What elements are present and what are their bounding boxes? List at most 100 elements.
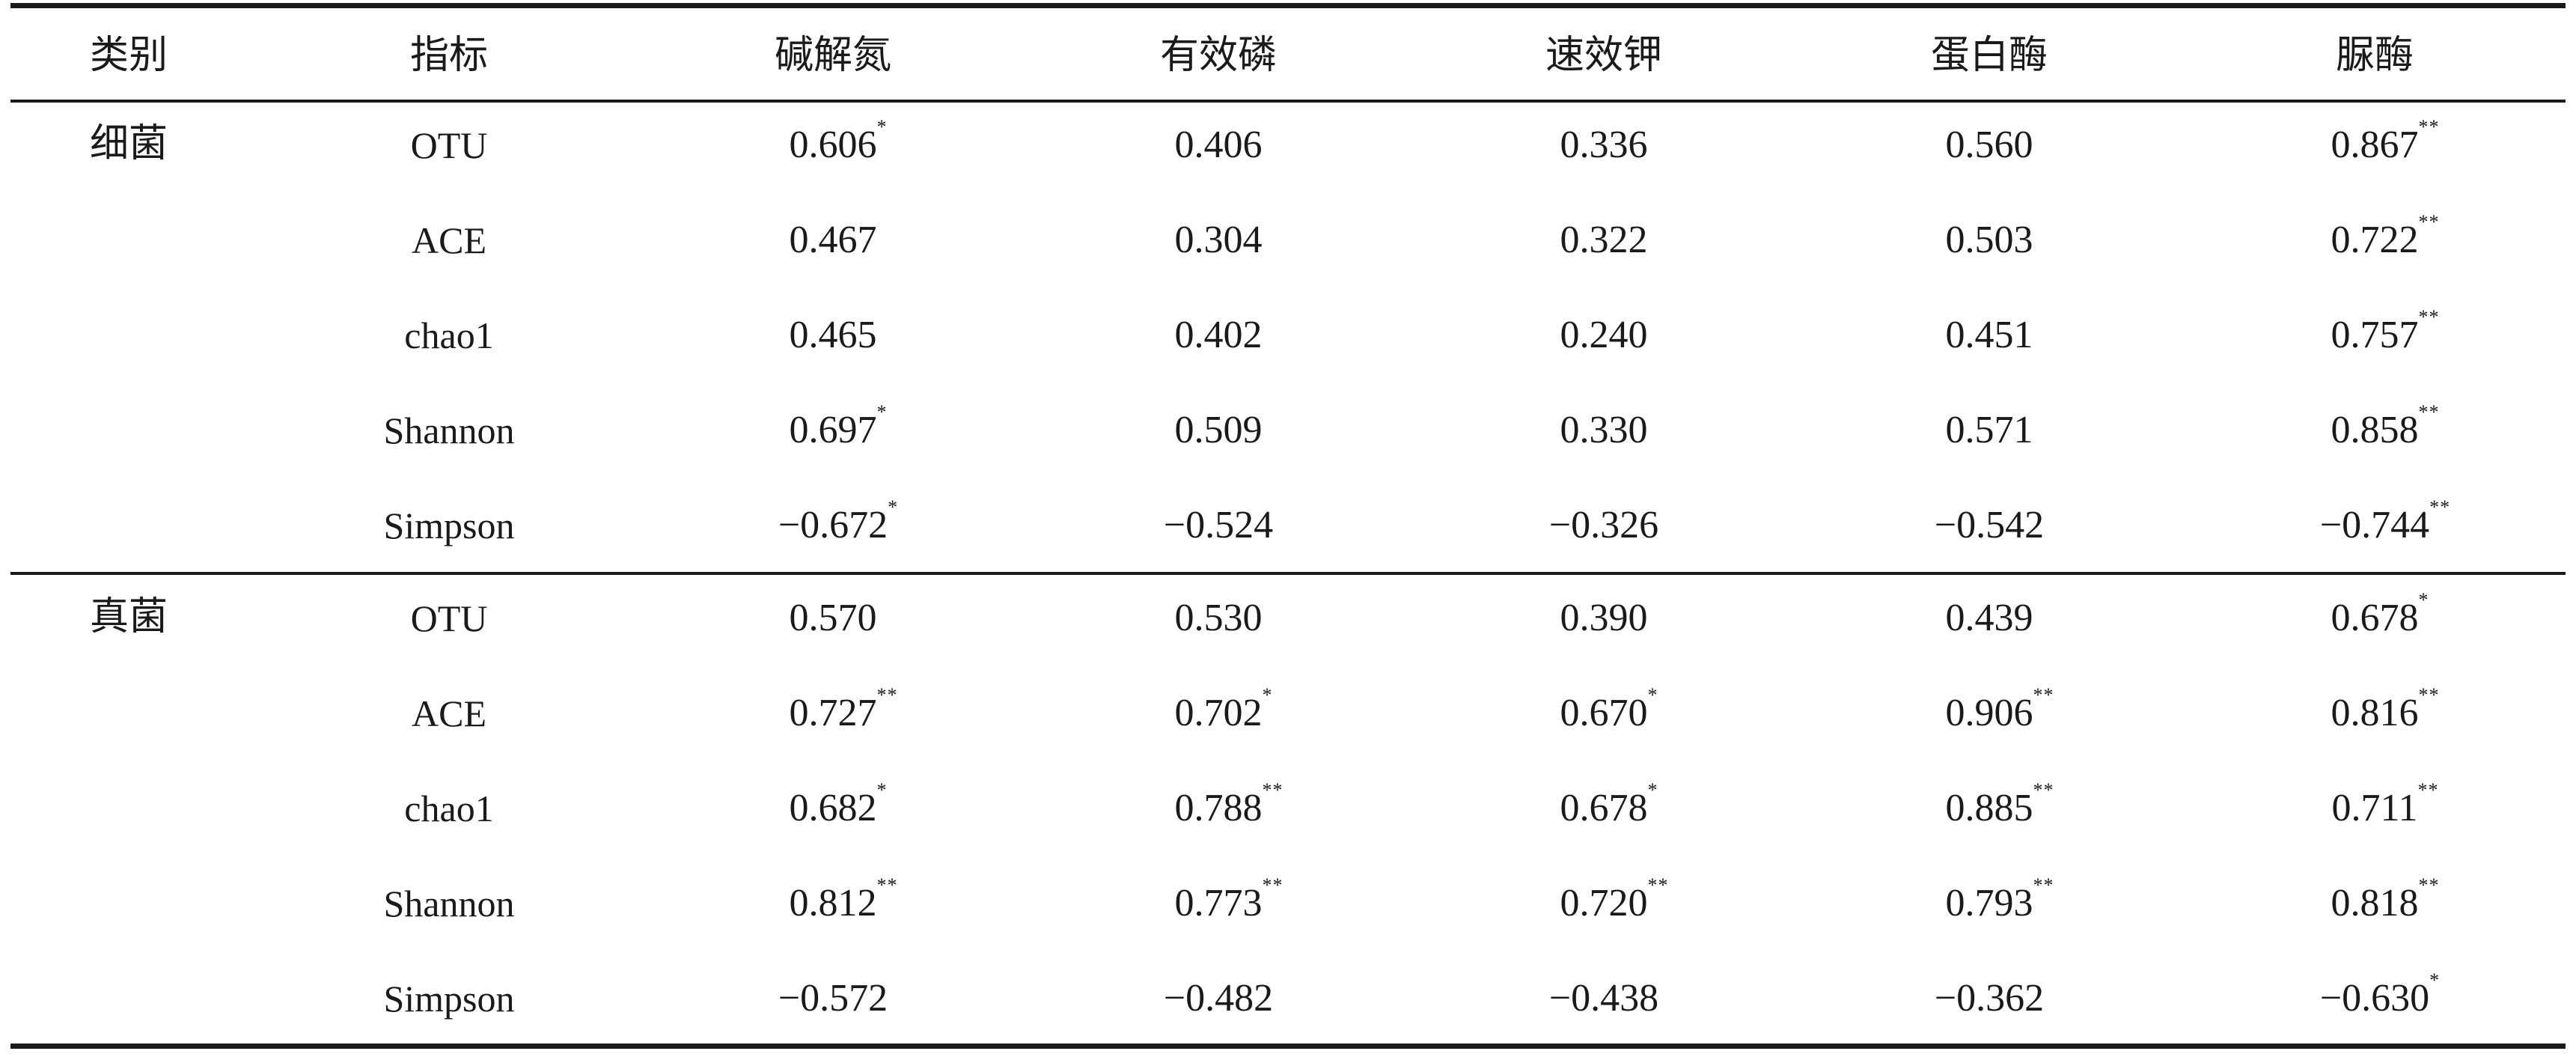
- correlation-value: 0.390: [1560, 597, 1648, 639]
- index-label: ACE: [412, 692, 486, 734]
- value-cell: 0.571: [1946, 411, 2033, 450]
- value-cell: 0.788 **: [1174, 779, 1284, 829]
- value-cell: 0.678 *: [1560, 781, 1658, 828]
- value-cell: 0.503: [1946, 221, 2033, 260]
- correlation-value: 0.406: [1174, 124, 1263, 166]
- correlation-value: 0.402: [1174, 314, 1263, 356]
- value-cell: 0.812 **: [789, 874, 898, 924]
- significance-mark: **: [2418, 306, 2440, 328]
- table-top-rule: [10, 3, 2566, 8]
- value-cell: −0.482: [1164, 979, 1273, 1018]
- significance-mark: **: [2033, 779, 2054, 801]
- value-cell: 0.467: [790, 221, 877, 260]
- value-cell: 0.720 **: [1560, 874, 1669, 924]
- correlation-value: 0.240: [1560, 314, 1648, 356]
- table-group-divider: [10, 572, 2566, 575]
- correlation-value: 0.322: [1560, 219, 1648, 261]
- value-cell: 0.757 **: [2331, 306, 2440, 356]
- correlation-value: 0.773 **: [1174, 874, 1284, 924]
- value-cell: 0.702 *: [1174, 684, 1273, 734]
- value-cell: 0.530: [1175, 599, 1263, 638]
- value-cell: 0.465: [790, 316, 877, 355]
- value-cell: −0.362: [1935, 979, 2044, 1018]
- value-cell: −0.542: [1935, 506, 2044, 545]
- correlation-value: 0.697 *: [789, 401, 888, 451]
- value-cell: 0.304: [1175, 221, 1263, 260]
- significance-mark: **: [2418, 211, 2440, 233]
- value-cell: 0.816 **: [2331, 686, 2439, 733]
- significance-mark: *: [888, 496, 899, 518]
- significance-mark: **: [1647, 874, 1669, 896]
- correlation-value: 0.818 **: [2331, 874, 2440, 924]
- value-cell: −0.438: [1549, 979, 1658, 1018]
- value-cell: 0.818 **: [2331, 874, 2440, 924]
- value-cell: 0.773 **: [1174, 874, 1284, 924]
- correlation-value: 0.451: [1945, 314, 2033, 356]
- significance-mark: **: [2418, 874, 2440, 896]
- header-available-p: 有效磷: [1159, 33, 1278, 78]
- value-cell: 0.906 **: [1946, 686, 2054, 733]
- correlation-value: −0.672 *: [778, 496, 899, 546]
- correlation-value: 0.885 **: [1945, 779, 2054, 829]
- correlation-value: 0.682 *: [789, 779, 888, 829]
- correlation-value: 0.465: [789, 314, 877, 356]
- index-label: chao1: [404, 788, 494, 829]
- correlation-value: 0.812 **: [789, 874, 898, 924]
- significance-mark: **: [2418, 116, 2440, 138]
- value-cell: 0.336: [1560, 126, 1648, 165]
- value-cell: 0.560: [1946, 126, 2033, 165]
- index-label: OTU: [410, 124, 488, 166]
- correlation-value: 0.793 **: [1945, 874, 2054, 924]
- correlation-value: 0.858 **: [2331, 401, 2440, 451]
- header-available-k: 速效钾: [1545, 33, 1663, 78]
- correlation-value: −0.542: [1934, 504, 2045, 546]
- header-alkali-n: 碱解氮: [774, 33, 892, 78]
- significance-mark: *: [876, 401, 888, 423]
- value-cell: 0.858 **: [2331, 401, 2440, 451]
- value-cell: 0.793 **: [1945, 874, 2054, 924]
- significance-mark: **: [2417, 779, 2439, 801]
- significance-mark: *: [876, 116, 888, 138]
- header-protease: 蛋白酶: [1930, 33, 2048, 78]
- value-cell: 0.711 **: [2331, 781, 2438, 828]
- correlation-value: 0.788 **: [1174, 779, 1284, 829]
- value-cell: 0.727 **: [790, 686, 897, 733]
- correlation-value: 0.330: [1560, 409, 1648, 451]
- value-cell: 0.885 **: [1945, 779, 2054, 829]
- index-label: Simpson: [383, 505, 515, 546]
- value-cell: 0.402: [1175, 316, 1263, 355]
- correlation-value: −0.572: [778, 977, 888, 1020]
- significance-mark: **: [2418, 684, 2440, 706]
- significance-mark: **: [2033, 684, 2054, 706]
- value-cell: 0.606 *: [790, 118, 887, 165]
- correlation-value: 0.336: [1560, 124, 1648, 166]
- value-cell: 0.330: [1560, 411, 1648, 450]
- correlation-value: 0.467: [789, 219, 877, 261]
- value-cell: −0.326: [1549, 506, 1658, 545]
- correlation-value: −0.482: [1163, 977, 1274, 1020]
- correlation-value: −0.744 **: [2319, 496, 2451, 546]
- correlation-value: 0.757 **: [2331, 306, 2440, 356]
- header-index: 指标: [409, 33, 489, 78]
- value-cell: 0.697 *: [789, 401, 888, 451]
- correlation-value: 0.678 *: [2331, 589, 2429, 639]
- correlation-value: 0.702 *: [1174, 684, 1273, 734]
- value-cell: −0.744 **: [2319, 496, 2451, 546]
- correlation-value: 0.439: [1945, 597, 2033, 639]
- value-cell: 0.390: [1560, 599, 1648, 638]
- value-cell: 0.451: [1946, 316, 2033, 355]
- correlation-value: 0.720 **: [1560, 874, 1669, 924]
- value-cell: 0.240: [1560, 316, 1648, 355]
- table-header-rule: [10, 100, 2566, 103]
- value-cell: 0.570: [790, 599, 877, 638]
- correlation-value: −0.524: [1163, 504, 1274, 546]
- header-category: 类别: [90, 33, 168, 78]
- correlation-value: 0.571: [1945, 409, 2033, 451]
- significance-mark: **: [1262, 874, 1284, 896]
- significance-mark: **: [2429, 496, 2451, 518]
- significance-mark: **: [1262, 779, 1284, 801]
- correlation-value: 0.503: [1945, 219, 2033, 261]
- index-label: ACE: [412, 219, 486, 261]
- correlation-value: −0.438: [1548, 977, 1659, 1020]
- value-cell: 0.509: [1175, 411, 1263, 450]
